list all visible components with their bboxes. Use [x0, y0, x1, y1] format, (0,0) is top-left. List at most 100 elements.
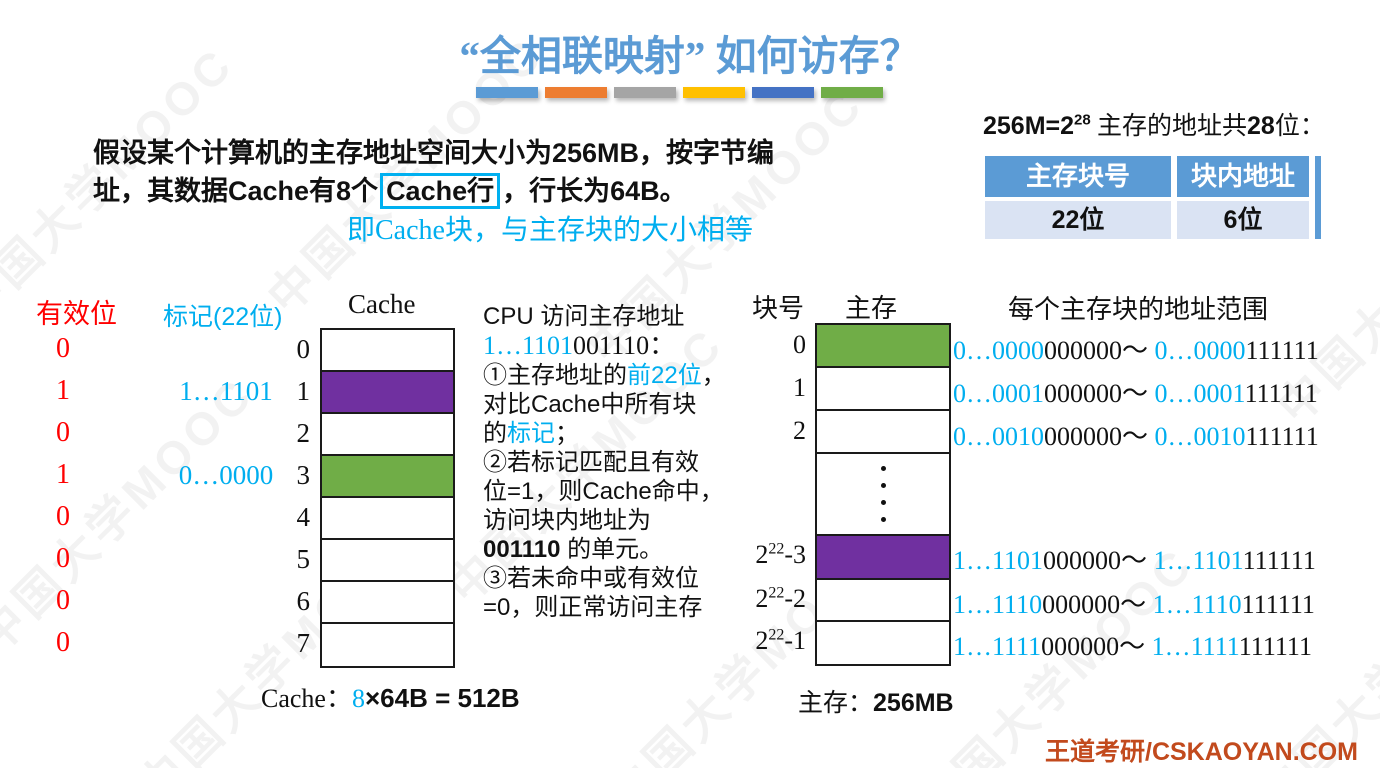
header-cell-block-offset: 块内地址 [1177, 156, 1309, 197]
cache-row-number: 3 [296, 460, 311, 490]
valid-bit: 0 [56, 417, 70, 448]
cache-row-numbers: 0 1 2 3 4 5 6 7 [278, 328, 311, 664]
address-bits-text: 位： [1274, 113, 1325, 140]
tag-value-row1: 1…1101 [179, 376, 273, 406]
address-bits-text: 主存的地址共 [1090, 113, 1247, 140]
divider-bar-orange [545, 87, 607, 98]
cache-line-5 [322, 540, 453, 582]
address-table-value-row: 22位 6位 [985, 201, 1321, 239]
cache-line-6 [322, 582, 453, 624]
memory-block-2e22-1 [817, 622, 949, 664]
memory-block-id-0: 0 [793, 330, 806, 359]
problem-text: 假设某个计算机的主存地址空间大小为256MB，按 [93, 138, 694, 168]
cache-row-number: 6 [296, 586, 311, 616]
cache-row-number: 1 [296, 376, 311, 406]
cpu-step-line: ②若标记匹配且有效 [483, 449, 699, 476]
memory-block-2e22-2 [817, 580, 949, 622]
cache-size-math: ×64B = 512B [364, 683, 520, 713]
cpu-step-line: CPU 访问主存地址 [483, 303, 685, 330]
cache-line-4 [322, 498, 453, 540]
valid-bit: 0 [56, 333, 70, 364]
valid-bit: 0 [56, 627, 70, 658]
tag-column-label: 标记(22位) [163, 303, 283, 331]
cpu-step-line: 访问块内地址为 [483, 507, 651, 534]
cache-size-prefix: Cache： [261, 684, 352, 713]
divider-bar-blue [476, 87, 538, 98]
cpu-address-line: 1…1101001110： [483, 331, 773, 361]
tag-value-row3: 0…0000 [178, 460, 274, 490]
address-tag-part: 1…1101 [483, 331, 574, 360]
valid-bit: 0 [56, 543, 70, 574]
memory-size-value: 256MB [873, 689, 954, 717]
highlight-tag: 标记 [507, 420, 555, 447]
memory-block-2e22-3-occupied [817, 536, 949, 580]
cpu-step-line: =0，则正常访问主存 [483, 594, 703, 621]
highlight-first-22-bits: 前22位 [627, 362, 702, 389]
cpu-step-line: 位=1，则Cache命中， [483, 478, 724, 505]
value-cell-block-offset-bits: 6位 [1177, 201, 1309, 239]
cpu-access-steps: CPU 访问主存地址 1…1101001110： ①主存地址的前22位， 对比C… [483, 302, 773, 622]
cpu-step-line: 对比Cache中所有块 [483, 391, 697, 418]
ellipsis-dot [880, 517, 886, 522]
address-offset-part: 001110： [573, 331, 676, 360]
address-range-row-2: 0…0010000000～ 0…0010111111 [953, 422, 1319, 451]
cache-line-0 [322, 330, 453, 372]
address-range-row-1: 0…0001000000～ 0…0001111111 [953, 379, 1318, 408]
problem-text: ，行长为64B。 [502, 176, 687, 206]
address-bits-exponent: 28 [1074, 111, 1091, 129]
cache-line-1-occupied [322, 372, 453, 414]
cache-line-2 [322, 414, 453, 456]
main-memory-table [815, 323, 951, 666]
cpu-step-line: 001110 的单元。 [483, 536, 664, 563]
page-title: “全相联映射” 如何访存？ [459, 33, 921, 79]
memory-ellipsis-cell [817, 454, 949, 536]
memory-block-id-2: 2 [793, 416, 806, 445]
memory-block-id-2e22-1: 222-1 [755, 626, 806, 655]
table-edge-sliver [1315, 156, 1321, 239]
main-memory-label: 主存 [845, 294, 898, 323]
ellipsis-dot [880, 500, 886, 505]
problem-text: 址，其数据Cache有8个 [93, 176, 379, 206]
address-range-row-2e22-1: 1…1111000000～ 1…1111111111 [953, 632, 1312, 661]
memory-block-id-2e22-3: 222-3 [755, 540, 806, 569]
address-bits-count: 28 [1247, 112, 1275, 140]
memory-block-1 [817, 368, 949, 411]
block-number-column-label: 块号 [752, 294, 805, 323]
cache-row-number: 7 [296, 628, 311, 658]
title-divider-bars [476, 87, 883, 98]
valid-bit: 1 [56, 459, 70, 490]
valid-bit-column: 0 1 0 1 0 0 0 0 [38, 328, 88, 664]
memory-block-2 [817, 411, 949, 454]
memory-block-id-2e22-2: 222-2 [755, 584, 806, 613]
cache-table [320, 328, 455, 668]
divider-bar-darkblue [752, 87, 814, 98]
problem-text: 编 [747, 138, 775, 168]
cache-line-highlight-box: Cache行 [380, 173, 501, 209]
valid-bit-column-label: 有效位 [36, 299, 117, 329]
brand-watermark: 王道考研/CSKAOYAN.COM [1045, 738, 1358, 766]
address-range-row-0: 0…0000000000～ 0…0000111111 [953, 336, 1319, 365]
cache-line-3-occupied [322, 456, 453, 498]
cpu-step-line: 的标记； [483, 420, 579, 447]
cache-diagram-label: Cache [348, 289, 416, 319]
ellipsis-dot [880, 466, 886, 471]
address-range-row-2e22-3: 1…1101000000～ 1…1101111111 [953, 546, 1316, 575]
valid-bit: 0 [56, 585, 70, 616]
ellipsis-dot [880, 483, 886, 488]
valid-bit: 0 [56, 501, 70, 532]
problem-byte-emphasis: 字节 [693, 138, 748, 168]
memory-size-prefix: 主存： [798, 690, 874, 717]
address-bits-heading: 256M=228 主存的地址共28位： [983, 106, 1325, 142]
divider-bar-gray [614, 87, 676, 98]
cache-row-number: 0 [296, 334, 311, 364]
value-cell-block-number-bits: 22位 [985, 201, 1171, 239]
address-bits-formula: 256M=2 [983, 112, 1075, 140]
cpu-step-line: ③若未命中或有效位 [483, 565, 699, 592]
memory-size-caption: 主存：256MB [798, 683, 954, 719]
cache-line-7 [322, 624, 453, 666]
problem-statement: 假设某个计算机的主存地址空间大小为256MB，按字节编 址，其数据Cache有8… [93, 134, 783, 210]
address-range-heading: 每个主存块的地址范围 [1008, 295, 1269, 324]
address-table-header-row: 主存块号 块内地址 [985, 156, 1321, 197]
cache-row-number: 4 [296, 502, 311, 532]
